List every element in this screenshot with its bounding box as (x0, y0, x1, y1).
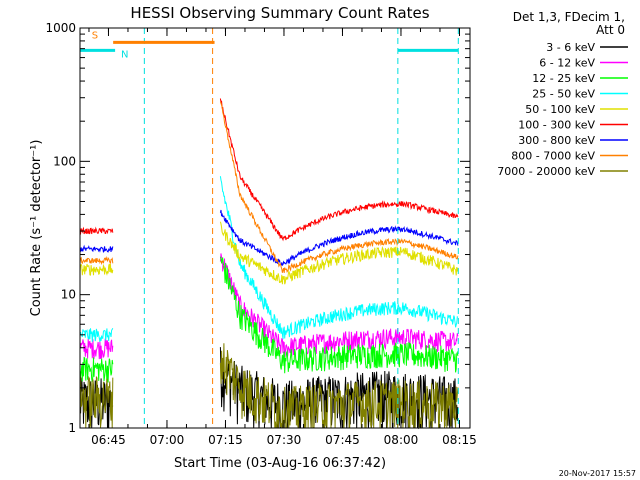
legend-label-8: 800 - 7000 keV (511, 150, 595, 163)
plot-area: SN (79, 28, 459, 430)
legend-label-4: 25 - 50 keV (532, 88, 595, 101)
chart-title: HESSI Observing Summary Count Rates (130, 4, 429, 22)
axes: 06:45 07:00 07:15 07:30 07:45 08:00 08:15 1 10 10… (45, 21, 476, 447)
series-5-line-part-1 (79, 263, 114, 276)
y-tick-label-2: 10 (61, 288, 76, 302)
flag-label-1: S (92, 30, 98, 41)
legend-label-1: 3 - 6 keV (546, 41, 595, 54)
series-9-line-part-2 (219, 343, 459, 429)
y-axis-label: Count Rate (s⁻¹ detector⁻¹) (29, 140, 44, 317)
x-tick-label-3: 07:15 (208, 433, 243, 447)
x-tick-label-6: 08:00 (384, 433, 419, 447)
series-3-line-part-2 (219, 256, 459, 374)
series-3-line-part-1 (79, 356, 114, 383)
series-6-line-part-2 (219, 98, 459, 242)
plot-frame (79, 27, 471, 429)
y-tick-label-3: 100 (53, 154, 76, 168)
x-tick-label-4: 07:30 (267, 433, 302, 447)
series-7-line-part-2 (219, 209, 459, 267)
legend-label-6: 100 - 300 keV (518, 119, 595, 132)
series-4-line-part-1 (79, 328, 114, 342)
series-9-line-part-1 (79, 375, 114, 429)
y-tick-label-1: 1 (68, 421, 76, 435)
x-tick-label-7: 08:15 (442, 433, 477, 447)
x-tick-label-2: 07:00 (150, 433, 185, 447)
x-tick-label-1: 06:45 (91, 433, 126, 447)
x-axis-label: Start Time (03-Aug-16 06:37:42) (174, 456, 386, 471)
legend-label-5: 50 - 100 keV (525, 103, 595, 116)
legend-label-9: 7000 - 20000 keV (497, 165, 595, 178)
series-6-line-part-1 (79, 226, 114, 235)
series-7-line-part-1 (79, 244, 114, 253)
series-8-line-part-1 (79, 255, 114, 266)
series-2-line-part-2 (219, 253, 459, 358)
legend-label-2: 6 - 12 keV (539, 57, 595, 70)
series-8-line-part-2 (219, 101, 459, 273)
legend-header-line-1: Det 1,3, FDecim 1, (513, 10, 625, 24)
series-1-line-part-2 (219, 347, 459, 430)
footer-date: 20-Nov-2017 15:57 (559, 469, 636, 478)
series-4-line-part-2 (219, 176, 459, 340)
y-tick-label-4: 1000 (45, 21, 76, 35)
x-tick-label-5: 07:45 (325, 433, 360, 447)
series-2-line-part-1 (79, 338, 114, 360)
legend-header-line-2: Att 0 (596, 23, 625, 37)
legend-label-7: 300 - 800 keV (518, 134, 595, 147)
legend-label-3: 12 - 25 keV (532, 72, 595, 85)
flag-label-2: N (121, 49, 128, 60)
legend: Det 1,3, FDecim 1,Att 03 - 6 keV 6 - 12 k… (497, 10, 628, 178)
series-5-line-part-2 (219, 221, 459, 285)
